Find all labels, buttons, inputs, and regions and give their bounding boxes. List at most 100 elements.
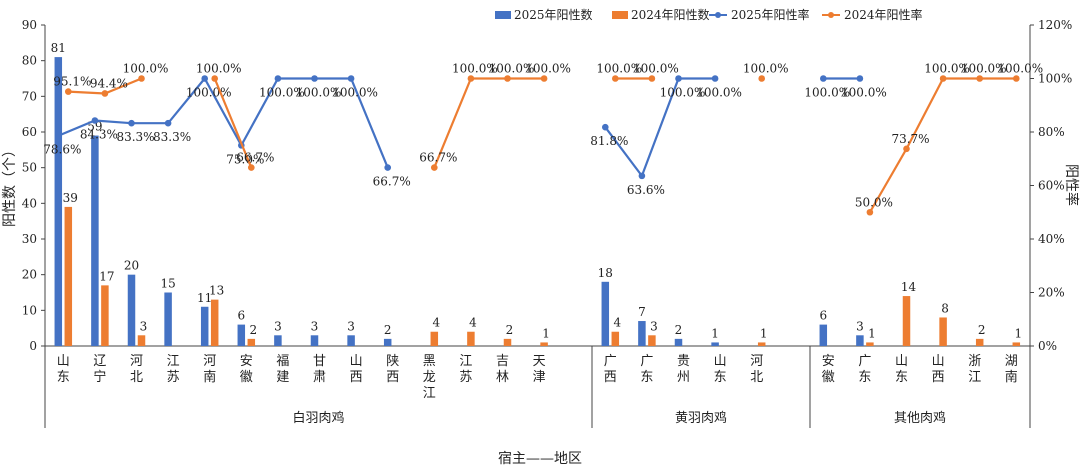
point-2025 <box>602 123 609 131</box>
right-tick-label: 80% <box>1038 125 1065 139</box>
right-tick-label: 100% <box>1038 72 1072 86</box>
category-char: 东 <box>640 370 653 385</box>
category-char: 山 <box>895 354 908 369</box>
legend-label: 2024年阳性率 <box>844 7 923 22</box>
point-2025-label: 100.0% <box>259 86 305 100</box>
category-char: 东 <box>714 370 727 385</box>
bar-2025 <box>711 342 719 346</box>
point-2024 <box>866 208 874 216</box>
category-char: 南 <box>203 369 216 385</box>
category-label: 黑龙江 <box>423 354 436 401</box>
bar-2024-label: 2 <box>978 323 986 337</box>
bar-2025 <box>638 321 646 346</box>
category-label: 山东 <box>57 354 70 385</box>
point-2025-label: 84.3% <box>80 127 118 141</box>
category-label: 江苏 <box>167 354 180 385</box>
line-2024 <box>213 78 253 168</box>
category-char: 龙 <box>423 370 436 385</box>
category-label: 浙江 <box>968 354 981 385</box>
category-label: 陕西 <box>386 354 399 385</box>
category-label: 安徽 <box>822 354 835 385</box>
legend-label: 2025年阳性率 <box>731 7 810 22</box>
point-2025 <box>274 75 282 82</box>
point-2025 <box>128 119 135 127</box>
bar-2024-label: 2 <box>249 323 257 337</box>
bar-2025-label: 1 <box>711 326 719 340</box>
category-label: 河北 <box>130 354 143 385</box>
point-2025 <box>638 172 646 180</box>
bar-2024 <box>648 335 656 346</box>
bar-2024 <box>975 338 984 346</box>
bar-2025-label: 11 <box>197 291 212 305</box>
category-char: 州 <box>677 370 690 385</box>
point-2024-label: 100.0% <box>525 62 571 76</box>
point-2025-label: 100.0% <box>841 86 887 100</box>
category-char: 河 <box>130 354 143 369</box>
point-2024-label: 95.1% <box>53 75 91 89</box>
left-axis-title: 阳性数（个） <box>2 143 18 227</box>
bar-2025-label: 15 <box>160 277 175 291</box>
point-2025 <box>55 132 62 140</box>
bar-2024 <box>430 331 439 346</box>
right-tick-label: 0% <box>1038 339 1057 353</box>
bar-2024-label: 8 <box>941 301 949 315</box>
category-char: 贵 <box>677 354 690 369</box>
bar-2024 <box>1012 342 1021 346</box>
point-2024 <box>504 75 511 82</box>
category-label: 山东 <box>714 354 727 385</box>
point-2024 <box>65 88 72 95</box>
bar-2024 <box>611 331 620 346</box>
bar-2025 <box>164 292 172 346</box>
point-2024 <box>467 75 475 82</box>
point-2024-label: 100.0% <box>743 62 789 76</box>
point-2025-label: 100.0% <box>186 86 232 100</box>
line-2025 <box>57 76 389 168</box>
point-2025-label: 100.0% <box>296 86 342 100</box>
bar-2024-label: 1 <box>760 326 768 340</box>
point-2025 <box>820 75 827 82</box>
bar-2025 <box>310 335 319 346</box>
bar-2024-label: 3 <box>650 319 658 333</box>
category-label: 山西 <box>350 354 363 385</box>
point-2025-label: 100.0% <box>660 86 706 100</box>
category-char: 河 <box>750 354 763 369</box>
category-label: 广东 <box>858 354 871 385</box>
bar-2025 <box>274 335 282 346</box>
point-2024-label: 100.0% <box>633 62 679 76</box>
category-char: 西 <box>932 370 945 385</box>
bar-2024-label: 1 <box>542 326 550 340</box>
category-char: 山 <box>714 354 727 369</box>
category-label: 贵州 <box>677 354 690 385</box>
bar-2024-label: 1 <box>868 326 876 340</box>
category-char: 江 <box>968 370 981 385</box>
category-char: 湖 <box>1005 354 1018 369</box>
bar-2025 <box>819 324 828 346</box>
category-char: 江 <box>459 354 472 369</box>
bar-2024-label: 3 <box>140 319 148 333</box>
category-label: 广西 <box>604 354 617 385</box>
point-2025-label: 83.3% <box>153 130 191 144</box>
category-label: 广东 <box>640 354 653 385</box>
category-char: 林 <box>496 370 509 385</box>
point-2024 <box>903 145 910 153</box>
category-label: 辽宁 <box>93 354 106 385</box>
bar-2025 <box>674 338 683 346</box>
category-char: 宁 <box>93 369 106 385</box>
category-char: 东 <box>895 370 908 385</box>
point-2024 <box>939 75 947 82</box>
point-2024 <box>648 75 656 82</box>
bar-2024 <box>757 342 766 346</box>
category-char: 苏 <box>459 369 472 385</box>
category-char: 安 <box>240 354 253 369</box>
point-2024 <box>758 75 765 82</box>
point-2024-label: 100.0% <box>196 62 242 76</box>
point-2024-label: 100.0% <box>997 62 1043 76</box>
point-2025 <box>856 75 864 82</box>
line-2025 <box>604 77 716 179</box>
bar-2025-label: 6 <box>237 309 245 323</box>
group-label: 其他肉鸡 <box>894 410 946 426</box>
category-label: 甘肃 <box>313 354 326 385</box>
category-char: 广 <box>640 354 653 369</box>
category-char: 西 <box>386 370 399 385</box>
bar-2024 <box>137 335 146 346</box>
